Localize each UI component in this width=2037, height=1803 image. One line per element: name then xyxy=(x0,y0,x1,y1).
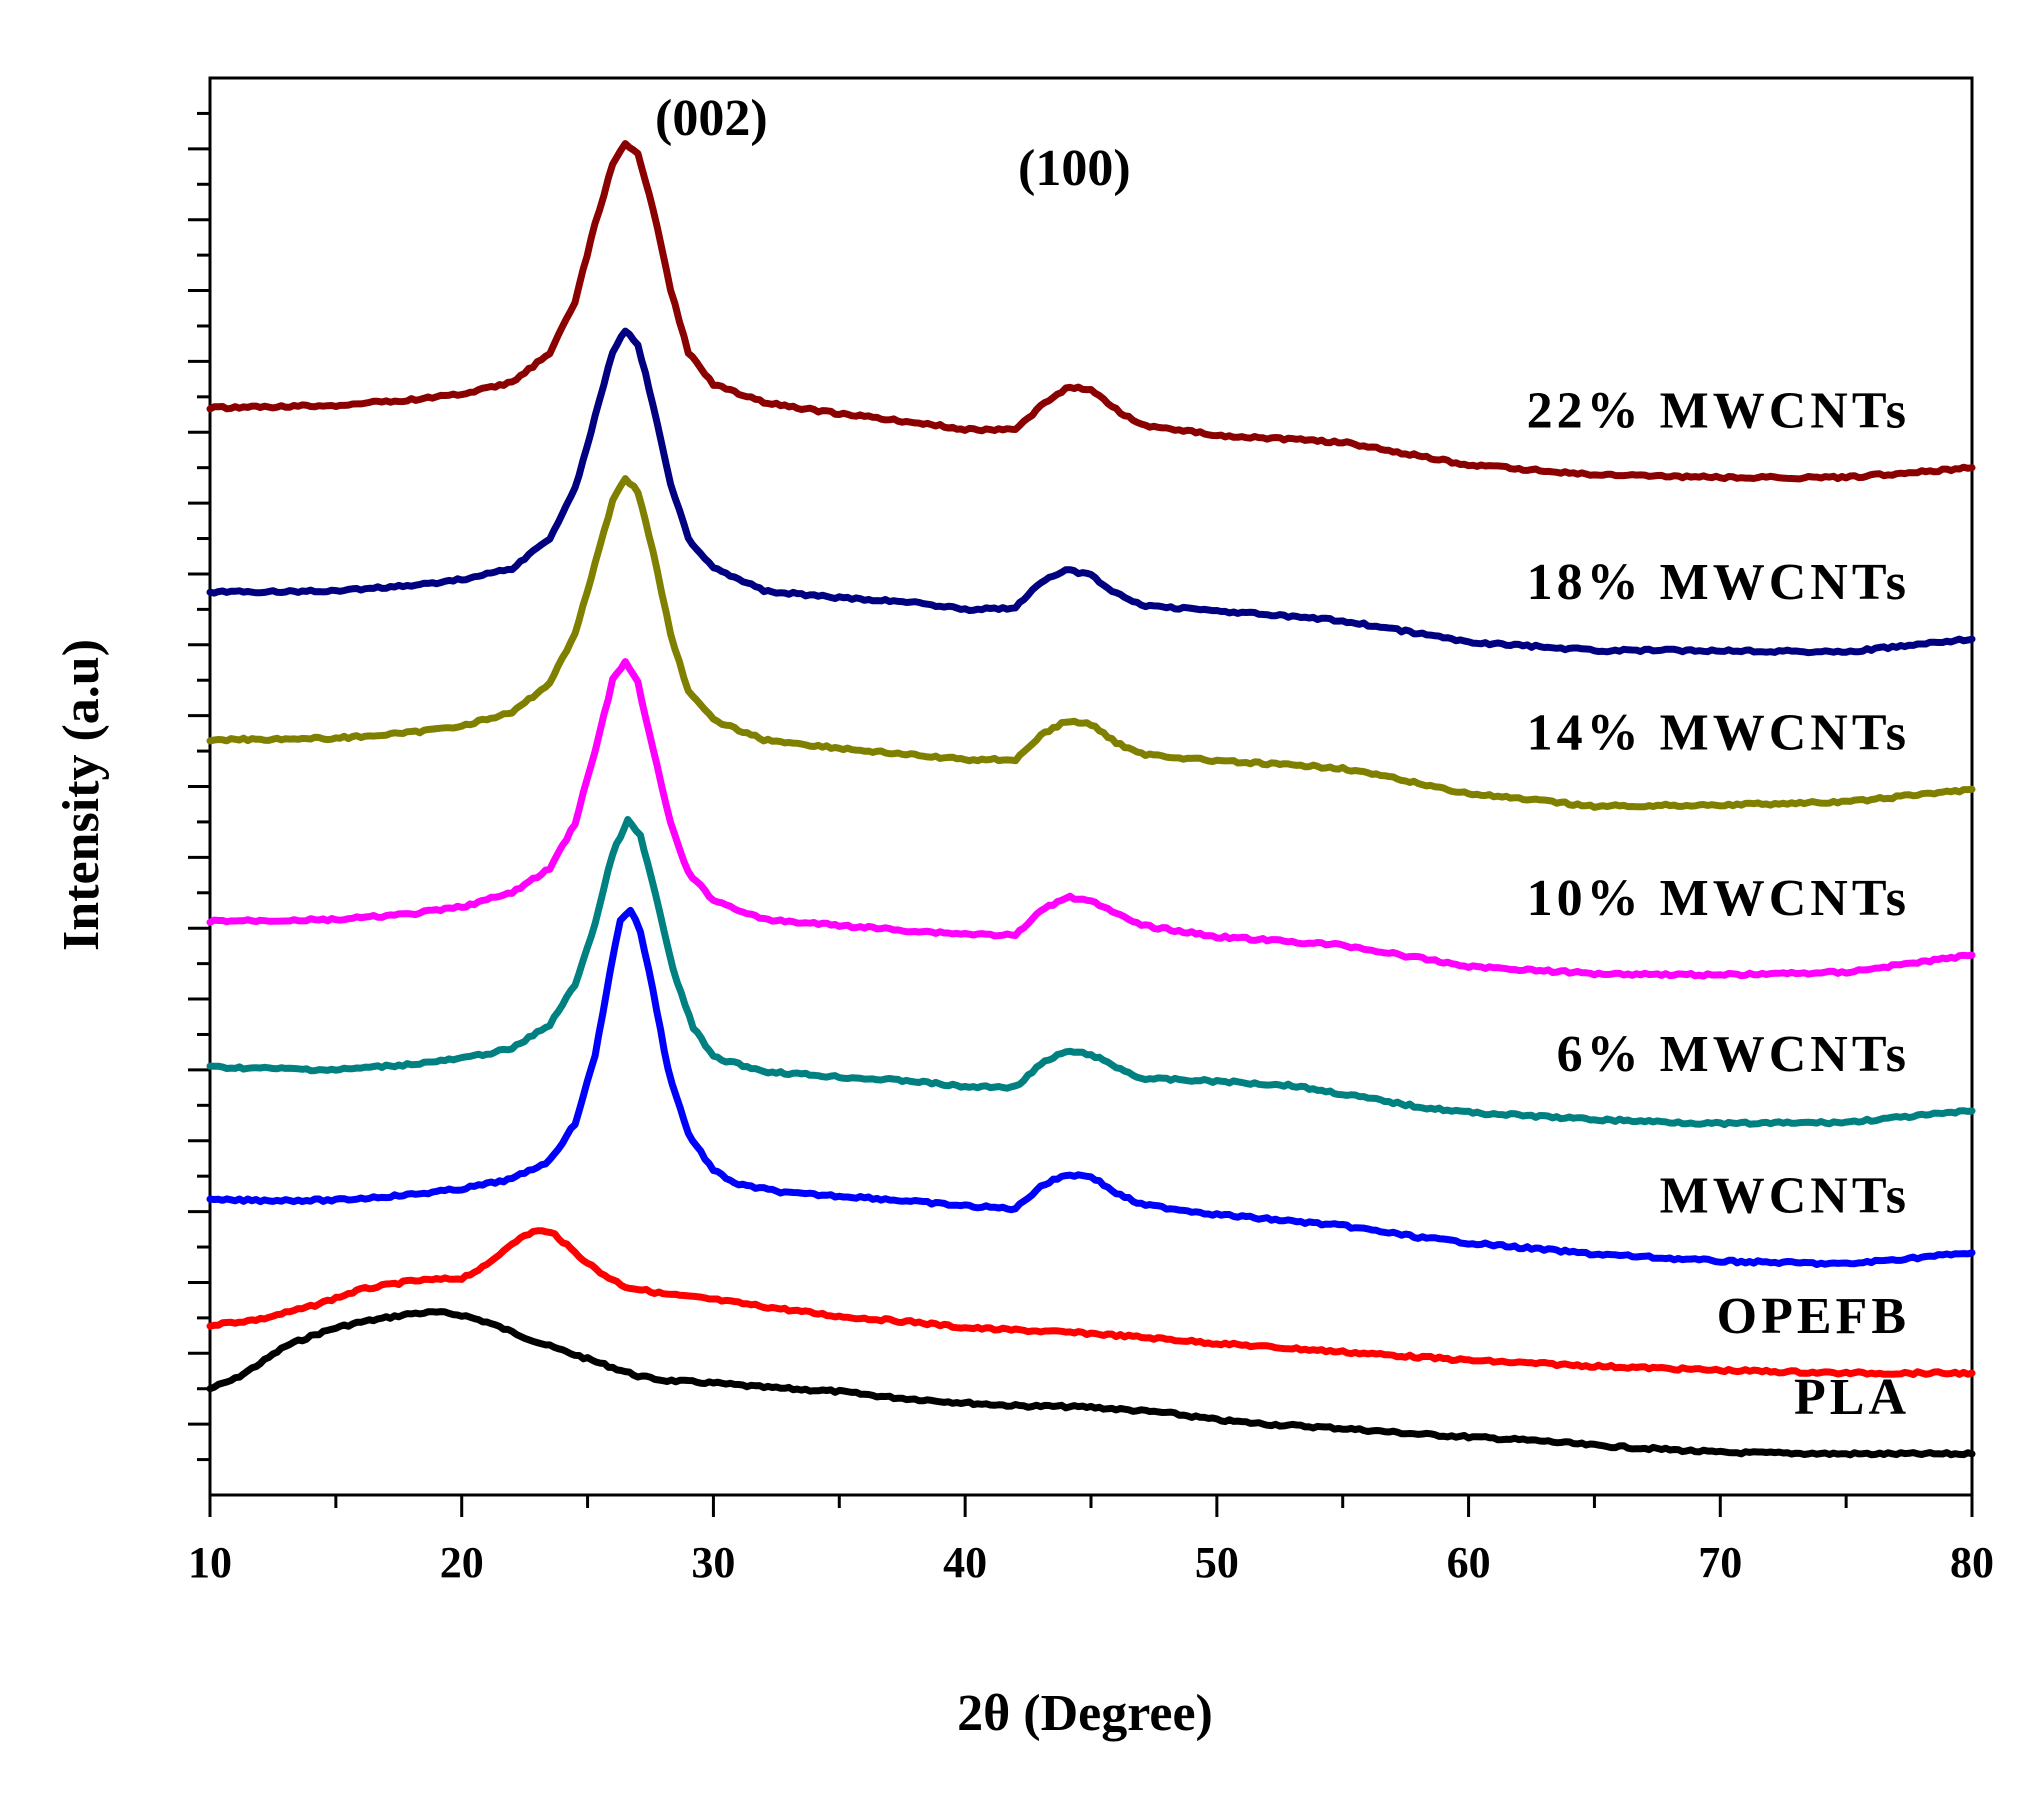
peak-label-100: (100) xyxy=(1018,140,1131,197)
x-tick-label: 50 xyxy=(1195,1538,1239,1587)
series-label: 6% MWCNTs xyxy=(1557,1026,1910,1083)
x-tick-label: 80 xyxy=(1950,1538,1994,1587)
plot-frame xyxy=(208,76,1974,1497)
series-line-6-mwcnts xyxy=(206,816,1976,1129)
series-label: OPEFB xyxy=(1717,1288,1910,1345)
series-label: 18% MWCNTs xyxy=(1527,554,1910,611)
y-axis-ticks xyxy=(188,111,210,1462)
x-tick-label: 60 xyxy=(1447,1538,1491,1587)
series-labels: PLA OPEFB MWCNTs 6% MWCNTs 10% MWCNTs 14% MWC… xyxy=(1527,383,1910,1426)
series-label: MWCNTs xyxy=(1660,1168,1910,1225)
series-line-mwcnts xyxy=(206,906,1976,1268)
series-line-10-mwcnts xyxy=(206,658,1976,980)
x-tick-label: 70 xyxy=(1698,1538,1742,1587)
series-line-18-mwcnts xyxy=(206,327,1976,657)
series-line-22-mwcnts xyxy=(206,140,1976,483)
series-label: PLA xyxy=(1794,1369,1910,1426)
peak-label-002: (002) xyxy=(655,90,768,147)
series-lines xyxy=(206,140,1976,1459)
series-line-opefb xyxy=(206,1227,1976,1378)
series-line-pla xyxy=(206,1308,1976,1459)
x-tick-label: 30 xyxy=(691,1538,735,1587)
plot-area-border xyxy=(208,76,1974,1497)
x-axis-tick-labels: 10 20 30 40 50 60 70 80 xyxy=(188,1538,1994,1587)
series-label: 14% MWCNTs xyxy=(1527,704,1910,761)
series-line-14-mwcnts xyxy=(206,475,1976,811)
x-axis-ticks xyxy=(208,1495,1974,1517)
x-axis-title: 2θ (Degree) xyxy=(957,1685,1213,1742)
x-tick-label: 10 xyxy=(188,1538,232,1587)
series-label: 22% MWCNTs xyxy=(1527,383,1910,440)
x-tick-label: 20 xyxy=(440,1538,484,1587)
y-axis-title: Intensity (a.u) xyxy=(53,639,110,951)
x-tick-label: 40 xyxy=(943,1538,987,1587)
series-label: 10% MWCNTs xyxy=(1527,870,1910,927)
